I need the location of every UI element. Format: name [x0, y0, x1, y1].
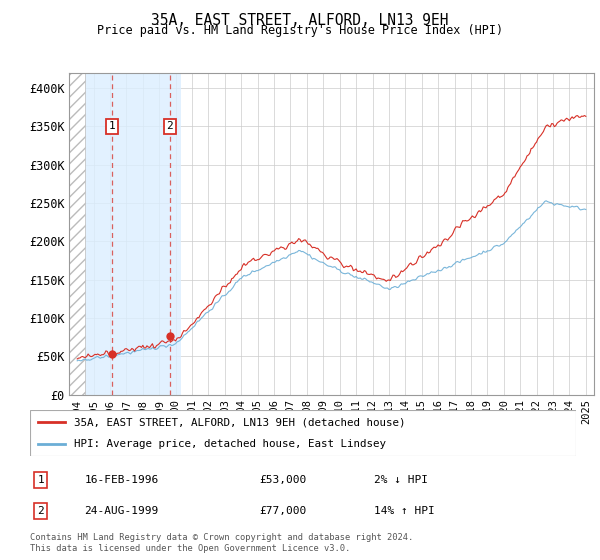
Bar	[69, 73, 85, 395]
Text: 2% ↓ HPI: 2% ↓ HPI	[374, 475, 428, 484]
Text: HPI: Average price, detached house, East Lindsey: HPI: Average price, detached house, East…	[74, 439, 386, 449]
Bar	[85, 73, 181, 395]
Text: 35A, EAST STREET, ALFORD, LN13 9EH (detached house): 35A, EAST STREET, ALFORD, LN13 9EH (deta…	[74, 417, 405, 427]
Text: £77,000: £77,000	[259, 506, 307, 516]
Text: 35A, EAST STREET, ALFORD, LN13 9EH: 35A, EAST STREET, ALFORD, LN13 9EH	[151, 13, 449, 28]
Text: £53,000: £53,000	[259, 475, 307, 484]
Text: Price paid vs. HM Land Registry's House Price Index (HPI): Price paid vs. HM Land Registry's House …	[97, 24, 503, 37]
Text: 16-FEB-1996: 16-FEB-1996	[85, 475, 159, 484]
Text: 2: 2	[38, 506, 44, 516]
Text: 1: 1	[38, 475, 44, 484]
Text: 2: 2	[167, 122, 173, 132]
Text: Contains HM Land Registry data © Crown copyright and database right 2024.
This d: Contains HM Land Registry data © Crown c…	[30, 533, 413, 553]
Text: 24-AUG-1999: 24-AUG-1999	[85, 506, 159, 516]
Text: 14% ↑ HPI: 14% ↑ HPI	[374, 506, 435, 516]
Text: 1: 1	[109, 122, 115, 132]
